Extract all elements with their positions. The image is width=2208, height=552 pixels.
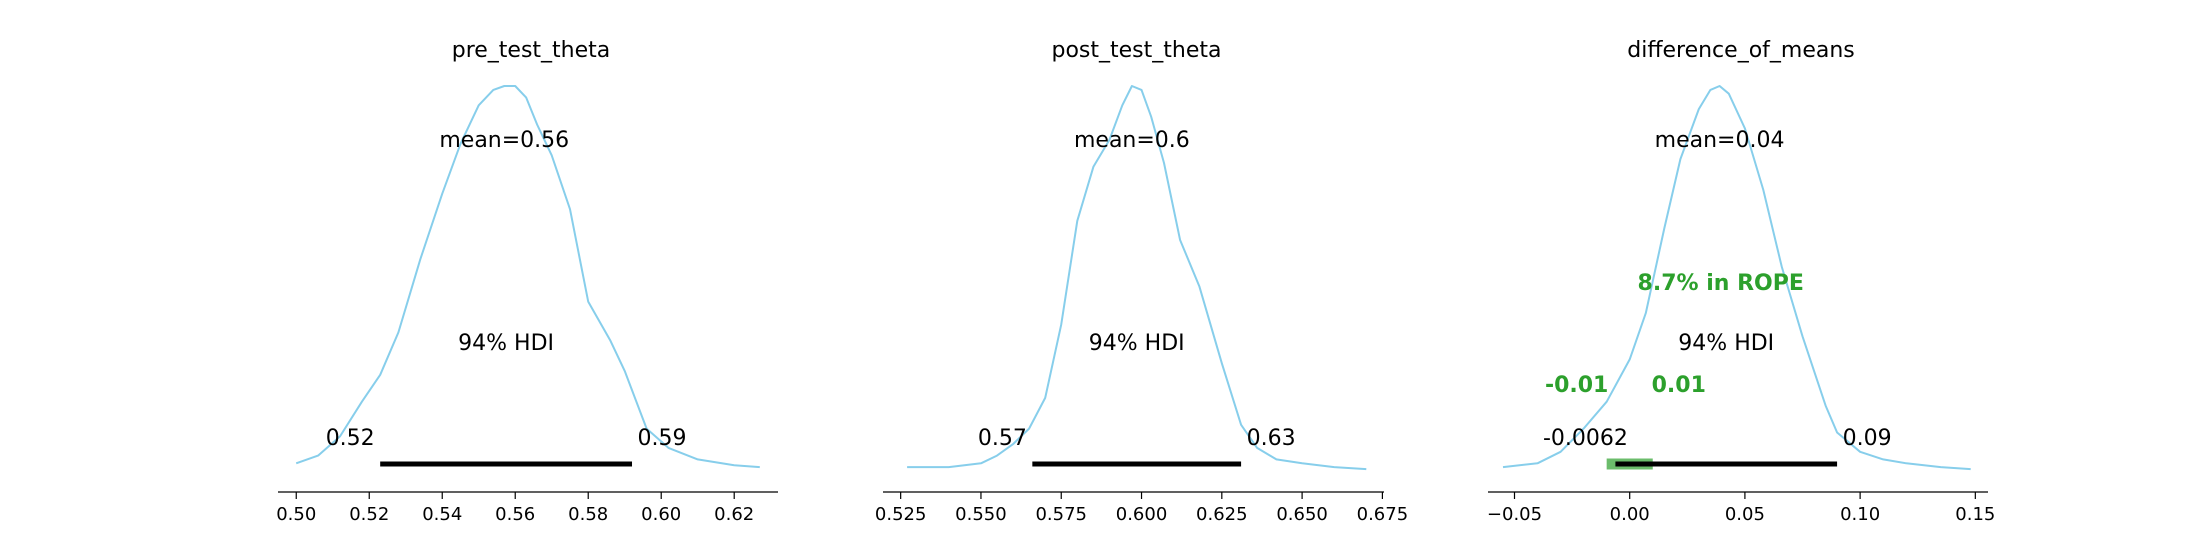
x-tick-label: 0.62 (714, 504, 754, 525)
panel-title: pre_test_theta (452, 38, 611, 63)
panel-1: post_test_theta mean=0.6 94% HDI 0.57 0.63 0.… (875, 38, 1408, 525)
mean-label: mean=0.6 (1074, 128, 1190, 153)
hdi-label: 94% HDI (1089, 331, 1185, 356)
x-tick-label: 0.56 (495, 504, 535, 525)
panel-0: pre_test_theta mean=0.56 94% HDI 0.52 0.59 0.… (276, 38, 778, 525)
rope-lower-label: -0.01 (1545, 373, 1608, 398)
rope-upper-label: 0.01 (1652, 373, 1706, 398)
hdi-lower-label: 0.57 (978, 426, 1027, 451)
x-tick-label: 0.675 (1357, 504, 1409, 525)
x-tick-label: 0.60 (641, 504, 681, 525)
hdi-upper-label: 0.59 (638, 426, 687, 451)
hdi-upper-label: 0.09 (1843, 426, 1892, 451)
x-tick-label: 0.550 (955, 504, 1007, 525)
x-tick-label: 0.600 (1116, 504, 1168, 525)
x-tick-label: 0.650 (1276, 504, 1328, 525)
panel-title: difference_of_means (1627, 38, 1855, 63)
x-tick-label: 0.15 (1955, 504, 1995, 525)
mean-label: mean=0.56 (439, 128, 569, 153)
hdi-upper-label: 0.63 (1247, 426, 1296, 451)
panel-2: difference_of_means mean=0.04 94% HDI -0.00… (1487, 38, 1995, 525)
x-tick-label: 0.625 (1196, 504, 1248, 525)
x-tick-label: 0.575 (1035, 504, 1087, 525)
hdi-lower-label: 0.52 (326, 426, 375, 451)
hdi-label: 94% HDI (458, 331, 554, 356)
hdi-label: 94% HDI (1678, 331, 1774, 356)
x-tick-label: 0.525 (875, 504, 927, 525)
x-tick-label: 0.50 (276, 504, 316, 525)
panel-title: post_test_theta (1052, 38, 1222, 63)
x-tick-label: 0.54 (422, 504, 462, 525)
mean-label: mean=0.04 (1655, 128, 1785, 153)
x-tick-label: 0.10 (1840, 504, 1880, 525)
x-tick-label: 0.00 (1610, 504, 1650, 525)
x-tick-label: −0.05 (1487, 504, 1542, 525)
hdi-lower-label: -0.0062 (1543, 426, 1628, 451)
density-curve (907, 85, 1367, 471)
density-curve (295, 85, 760, 469)
rope-percentage-label: 8.7% in ROPE (1638, 271, 1804, 296)
x-tick-label: 0.58 (568, 504, 608, 525)
x-tick-label: 0.52 (349, 504, 389, 525)
density-curve (1502, 85, 1971, 471)
x-tick-label: 0.05 (1725, 504, 1765, 525)
